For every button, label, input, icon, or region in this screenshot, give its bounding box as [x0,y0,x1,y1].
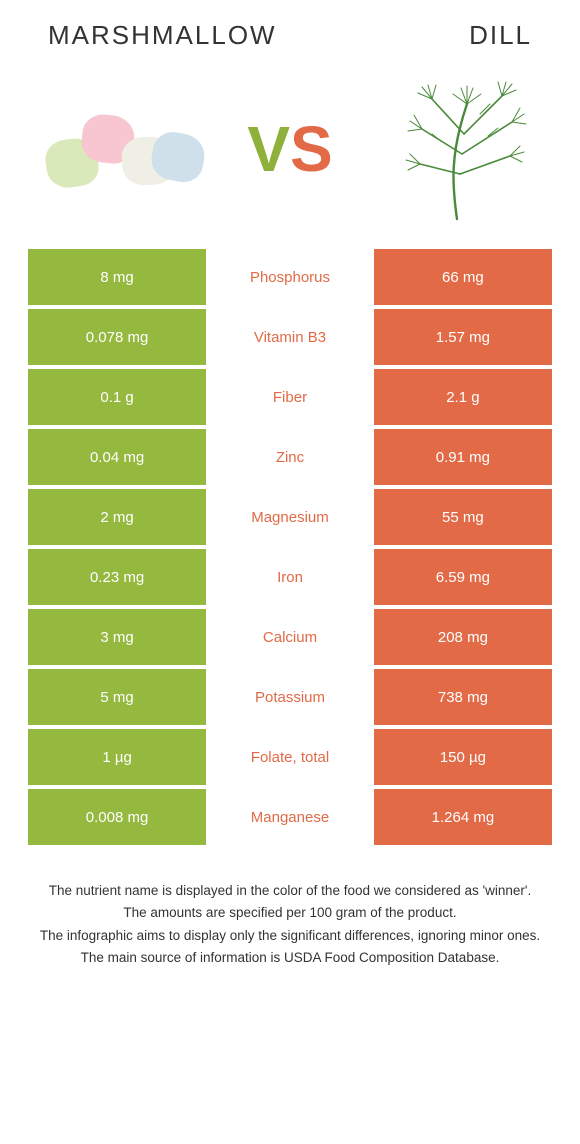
left-value: 1 µg [28,729,206,785]
footer-line: The infographic aims to display only the… [34,926,546,946]
right-value: 738 mg [374,669,552,725]
right-value: 55 mg [374,489,552,545]
right-value: 1.264 mg [374,789,552,845]
footer-line: The main source of information is USDA F… [34,948,546,968]
left-value: 8 mg [28,249,206,305]
footer-line: The amounts are specified per 100 gram o… [34,903,546,923]
table-row: 2 mgMagnesium55 mg [28,489,552,545]
left-value: 5 mg [28,669,206,725]
table-row: 5 mgPotassium738 mg [28,669,552,725]
table-row: 8 mgPhosphorus66 mg [28,249,552,305]
table-row: 3 mgCalcium208 mg [28,609,552,665]
left-value: 0.008 mg [28,789,206,845]
vs-label: VS [247,112,332,186]
comparison-table: 8 mgPhosphorus66 mg0.078 mgVitamin B31.5… [28,249,552,845]
table-row: 0.078 mgVitamin B31.57 mg [28,309,552,365]
nutrient-name: Manganese [206,789,374,845]
right-value: 2.1 g [374,369,552,425]
left-value: 2 mg [28,489,206,545]
title-right: Dill [469,20,532,51]
left-value: 0.04 mg [28,429,206,485]
table-row: 0.23 mgIron6.59 mg [28,549,552,605]
right-value: 150 µg [374,729,552,785]
nutrient-name: Potassium [206,669,374,725]
table-row: 0.1 gFiber2.1 g [28,369,552,425]
nutrient-name: Calcium [206,609,374,665]
dill-icon [372,79,542,219]
table-row: 0.04 mgZinc0.91 mg [28,429,552,485]
right-value: 6.59 mg [374,549,552,605]
nutrient-name: Vitamin B3 [206,309,374,365]
table-row: 1 µgFolate, total150 µg [28,729,552,785]
left-value: 3 mg [28,609,206,665]
table-row: 0.008 mgManganese1.264 mg [28,789,552,845]
nutrient-name: Iron [206,549,374,605]
left-value: 0.1 g [28,369,206,425]
footer: The nutrient name is displayed in the co… [28,881,552,968]
footer-line: The nutrient name is displayed in the co… [34,881,546,901]
marshmallow-icon [38,79,208,219]
hero: VS [28,61,552,249]
nutrient-name: Zinc [206,429,374,485]
left-value: 0.23 mg [28,549,206,605]
vs-s: S [290,112,333,186]
header: Marshmallow Dill [28,20,552,61]
right-value: 66 mg [374,249,552,305]
right-value: 1.57 mg [374,309,552,365]
right-value: 0.91 mg [374,429,552,485]
title-left: Marshmallow [48,20,277,51]
nutrient-name: Magnesium [206,489,374,545]
nutrient-name: Folate, total [206,729,374,785]
nutrient-name: Fiber [206,369,374,425]
right-value: 208 mg [374,609,552,665]
left-value: 0.078 mg [28,309,206,365]
nutrient-name: Phosphorus [206,249,374,305]
vs-v: V [247,112,290,186]
